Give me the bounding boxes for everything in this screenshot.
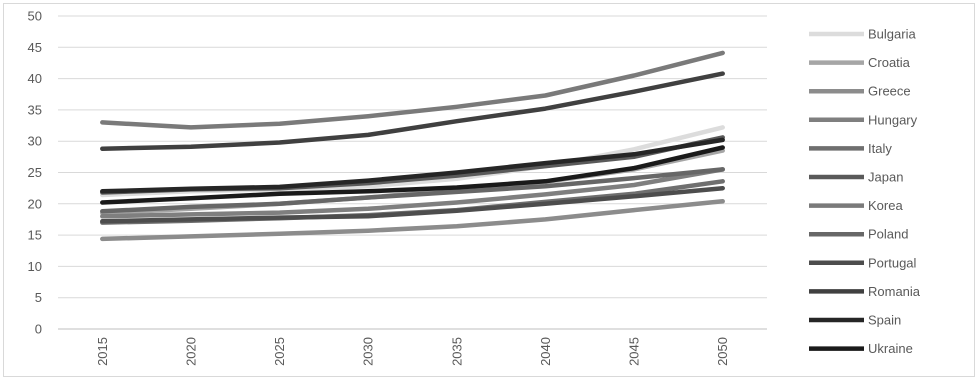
legend-label: Korea	[868, 198, 903, 213]
x-tick-label: 2040	[538, 337, 553, 366]
series-line-portugal	[100, 185, 725, 224]
legend-item-greece: Greece	[809, 84, 911, 99]
x-tick-label: 2045	[627, 337, 642, 366]
x-axis-ticks: 2015 2020 2025 2030 2035 2040 2045 2050	[95, 337, 730, 366]
y-tick-label: 30	[28, 134, 42, 149]
legend-item-ukraine: Ukraine	[809, 341, 913, 356]
y-tick-label: 5	[35, 290, 42, 305]
y-axis-ticks: 0 5 10 15 20 25 30 35 40 45 50	[28, 9, 42, 337]
y-tick-label: 35	[28, 102, 42, 117]
legend-label: Bulgaria	[868, 27, 916, 42]
legend-label: Greece	[868, 84, 911, 99]
series-line-romania	[100, 71, 725, 151]
legend-item-romania: Romania	[809, 284, 921, 299]
x-tick-label: 2015	[95, 337, 110, 366]
series-line-spain	[100, 137, 725, 194]
series-line-korea	[100, 50, 725, 130]
y-tick-label: 25	[28, 165, 42, 180]
legend-item-croatia: Croatia	[809, 55, 911, 70]
legend-label: Poland	[868, 227, 908, 242]
x-tick-label: 2050	[715, 337, 730, 366]
legend-item-spain: Spain	[809, 313, 901, 328]
y-tick-label: 40	[28, 71, 42, 86]
legend-item-poland: Poland	[809, 227, 908, 242]
legend-label: Spain	[868, 313, 901, 328]
legend-label: Romania	[868, 284, 921, 299]
y-tick-label: 20	[28, 196, 42, 211]
legend-label: Italy	[868, 141, 892, 156]
x-tick-label: 2035	[449, 337, 464, 366]
legend-label: Ukraine	[868, 341, 913, 356]
y-tick-label: 15	[28, 228, 42, 243]
legend-label: Hungary	[868, 112, 918, 127]
series-line-greece	[100, 199, 725, 242]
legend-item-korea: Korea	[809, 198, 903, 213]
legend-item-portugal: Portugal	[809, 255, 917, 270]
legend-item-japan: Japan	[809, 170, 903, 185]
series-line-ukraine	[100, 145, 725, 205]
series-lines	[100, 50, 725, 242]
y-tick-label: 10	[28, 259, 42, 274]
y-tick-label: 45	[28, 40, 42, 55]
legend-label: Japan	[868, 170, 903, 185]
series-line-hungary	[100, 167, 725, 219]
x-tick-label: 2025	[272, 337, 287, 366]
legend-item-italy: Italy	[809, 141, 892, 156]
series-line-poland	[100, 167, 725, 214]
legend-label: Croatia	[868, 55, 911, 70]
x-tick-label: 2020	[183, 337, 198, 366]
y-tick-label: 50	[28, 9, 42, 24]
legend: Bulgaria Croatia Greece Hungary Italy Japan Ko…	[809, 27, 921, 356]
legend-item-hungary: Hungary	[809, 112, 918, 127]
legend-item-bulgaria: Bulgaria	[809, 27, 916, 42]
y-tick-label: 0	[35, 322, 42, 337]
legend-label: Portugal	[868, 255, 917, 270]
x-tick-label: 2030	[361, 337, 376, 366]
gridlines	[58, 15, 767, 299]
